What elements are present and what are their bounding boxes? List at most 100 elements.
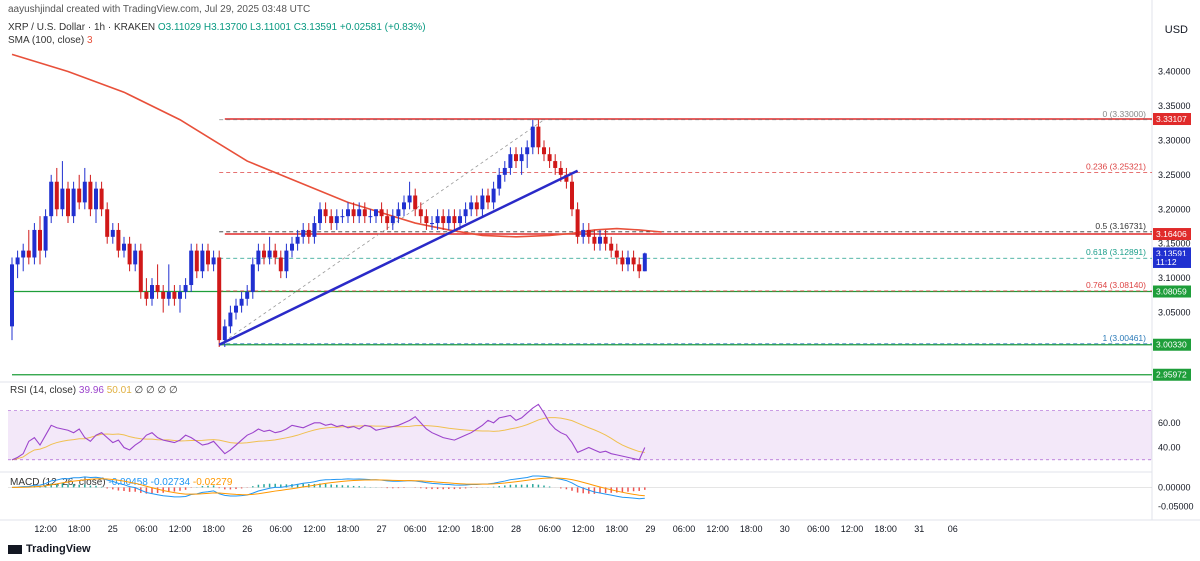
x-tick-label: 12:00	[169, 524, 192, 534]
candle-body	[614, 250, 619, 258]
candle-body	[161, 291, 166, 299]
macd-line	[11, 475, 645, 500]
candle-body	[491, 188, 496, 203]
tradingview-icon	[8, 544, 22, 554]
candle-body	[217, 257, 222, 341]
candle-body	[362, 209, 367, 217]
price-tag	[1153, 113, 1191, 126]
x-tick-label: 12:00	[303, 524, 326, 534]
rsi-label: RSI (14, close)	[10, 385, 77, 396]
price-change: +0.02581 (+0.83%)	[339, 22, 426, 33]
candle-body	[172, 291, 177, 299]
candle-body	[402, 202, 406, 210]
candle-body	[525, 147, 530, 155]
y-tick-label: 3.05000	[1158, 308, 1191, 318]
candle-body	[228, 312, 233, 327]
rsi-ma-value: 50.01	[106, 385, 132, 396]
candle-body	[166, 291, 171, 299]
x-tick-label: 26	[242, 524, 252, 534]
candle-body	[497, 174, 502, 189]
symbol-name[interactable]: XRP / U.S. Dollar · 1h · KRAKEN	[8, 22, 156, 33]
candle-body	[564, 174, 569, 182]
candle-body	[21, 250, 26, 258]
chart-caption: aayushjindal created with TradingView.co…	[8, 4, 311, 15]
brand-logo: TradingView	[8, 543, 91, 555]
candle-body	[116, 229, 121, 251]
candle-body	[189, 250, 194, 286]
candle-body	[346, 209, 350, 217]
macd-tick-label: -0.05000	[1158, 501, 1194, 511]
price-tag	[1153, 285, 1191, 298]
rsi-legend[interactable]: RSI (14, close) 39.96 50.01 ∅ ∅ ∅ ∅	[10, 385, 178, 396]
brand-name: TradingView	[26, 543, 91, 555]
candle-body	[502, 167, 507, 175]
candle-body	[530, 126, 535, 148]
fib-level-label: 0.236 (3.25321)	[1086, 162, 1146, 172]
x-tick-label: 06:00	[404, 524, 427, 534]
price-tag-label: 3.16406	[1156, 229, 1187, 239]
candle-body	[637, 264, 642, 272]
candle-body	[60, 188, 65, 210]
sma-legend[interactable]: SMA (100, close) 3	[8, 35, 93, 46]
x-tick-label: 18:00	[68, 524, 91, 534]
y-tick-label: 3.25000	[1158, 170, 1191, 180]
candle-body	[536, 126, 541, 148]
x-tick-label: 29	[645, 524, 655, 534]
candle-body	[430, 223, 434, 225]
currency-label[interactable]: USD	[1164, 24, 1188, 36]
candle-body	[542, 147, 546, 155]
candle-body	[32, 229, 37, 258]
candle-body	[133, 250, 138, 265]
candle-body	[234, 305, 238, 313]
macd-legend[interactable]: MACD (12, 26, close) -0.00458 -0.02734 -…	[10, 477, 232, 488]
candle-body	[368, 216, 373, 218]
candle-body	[586, 229, 591, 237]
fib-level-label: 0.618 (3.12891)	[1086, 247, 1146, 257]
trend-line	[218, 169, 579, 346]
y-tick-label: 3.20000	[1158, 204, 1191, 214]
candle-body	[273, 250, 278, 258]
candle-body	[452, 216, 457, 224]
candle-body	[245, 291, 250, 299]
rsi-value: 39.96	[78, 385, 104, 396]
candle-body	[390, 216, 395, 224]
fib-connector	[218, 119, 545, 346]
macd-tick-label: 0.00000	[1158, 482, 1191, 492]
candle-body	[435, 216, 440, 224]
candle-body	[306, 229, 311, 237]
y-tick-label: 3.40000	[1158, 67, 1191, 77]
price-tag-label: 3.33107	[1156, 114, 1187, 124]
candle-body	[486, 195, 490, 203]
candle-body	[329, 216, 334, 224]
candle-body	[94, 188, 98, 210]
candle-body	[620, 257, 625, 265]
x-tick-label: 12:00	[841, 524, 864, 534]
x-tick-label: 25	[108, 524, 118, 534]
candle-body	[256, 250, 261, 265]
candle-body	[144, 291, 149, 299]
candle-body	[474, 202, 479, 210]
candle-body	[295, 236, 300, 244]
x-tick-label: 12:00	[34, 524, 57, 534]
candle-body	[267, 250, 272, 258]
candle-body	[82, 181, 87, 203]
rsi-extras: ∅ ∅ ∅ ∅	[134, 385, 178, 396]
candle-body	[642, 253, 647, 272]
x-tick-label: 18:00	[874, 524, 897, 534]
y-tick-label: 3.15000	[1158, 239, 1191, 249]
fib-level-label: 0.764 (3.08140)	[1086, 280, 1146, 290]
candle-body	[127, 243, 132, 265]
candle-body	[49, 181, 54, 217]
macd-v2: -0.02734	[150, 477, 191, 488]
candle-body	[194, 250, 199, 272]
candle-body	[508, 154, 513, 168]
candle-body	[110, 229, 115, 237]
macd-signal-line	[11, 477, 645, 497]
candle-body	[514, 154, 518, 162]
candle-body	[446, 216, 451, 224]
candle-body	[239, 298, 244, 306]
candle-body	[262, 250, 266, 258]
x-tick-label: 18:00	[337, 524, 360, 534]
candle-body	[598, 236, 602, 244]
